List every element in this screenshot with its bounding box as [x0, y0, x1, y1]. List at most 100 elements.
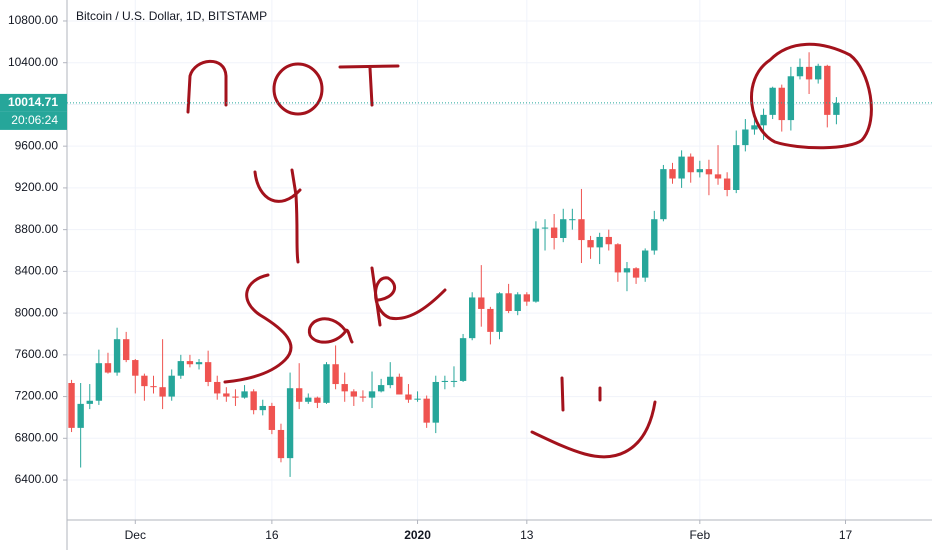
candle-body — [478, 297, 485, 309]
candle-body — [814, 65, 822, 80]
candle-body — [687, 156, 694, 173]
x-tick-label: 17 — [839, 528, 853, 542]
candle-body — [141, 375, 148, 387]
candle-body — [778, 87, 785, 121]
y-tick-label: 7200.00 — [15, 389, 59, 403]
current-price-box — [0, 93, 67, 112]
candle-body — [796, 66, 804, 77]
candle-body — [505, 293, 512, 312]
candles — [68, 52, 840, 477]
candle-body — [760, 114, 767, 126]
candle-body — [359, 396, 367, 398]
candle-body — [323, 364, 330, 403]
candle-body — [660, 169, 667, 220]
candle-body — [387, 376, 394, 386]
candle-body — [186, 361, 194, 365]
y-tick-label: 8800.00 — [15, 222, 59, 236]
candle-body — [195, 362, 203, 365]
candle-body — [295, 388, 303, 402]
current-price-label: 10014.71 — [8, 95, 58, 109]
candle-body — [714, 174, 722, 179]
candle-body — [487, 308, 494, 332]
candle-body — [305, 397, 312, 402]
candle-body — [678, 156, 685, 179]
candle-body — [86, 400, 93, 404]
candle-body — [368, 391, 376, 398]
candle-body — [587, 240, 594, 248]
candle-body — [113, 339, 121, 373]
x-tick-label: 13 — [520, 528, 534, 542]
candle-body — [523, 294, 531, 302]
x-tick-label: 16 — [265, 528, 279, 542]
candle-body — [223, 393, 230, 397]
candle-body — [578, 219, 585, 241]
candle-body — [742, 129, 749, 146]
candle-body — [350, 391, 358, 397]
candle-body — [787, 76, 795, 121]
y-tick-label: 6800.00 — [15, 430, 59, 444]
candle-body — [250, 391, 257, 411]
candle-body — [377, 385, 385, 392]
candle-body — [259, 405, 266, 411]
candle-body — [705, 169, 713, 175]
candle-body — [459, 338, 467, 381]
candle-body — [468, 297, 476, 339]
candle-body — [77, 403, 84, 428]
x-tick-label: Feb — [689, 528, 710, 542]
chart-title: Bitcoin / U.S. Dollar, 1D, BITSTAMP — [76, 9, 267, 23]
candle-body — [122, 339, 130, 361]
candle-body — [277, 429, 285, 459]
candle-body — [651, 219, 658, 251]
candle-body — [432, 381, 439, 423]
candle-body — [514, 294, 521, 312]
candle-body — [669, 169, 676, 179]
candle-body — [68, 383, 75, 428]
candle-body — [159, 387, 166, 397]
candle-body — [833, 102, 840, 115]
candle-body — [232, 396, 239, 398]
candle-body — [204, 362, 212, 382]
candle-body — [696, 169, 704, 173]
y-tick-label: 6400.00 — [15, 472, 59, 486]
candle-body — [214, 381, 221, 394]
x-tick-label: 2020 — [404, 528, 431, 542]
candle-body — [341, 384, 348, 392]
candle-body — [396, 376, 403, 395]
candle-body — [450, 380, 458, 382]
candle-body — [177, 361, 185, 376]
candle-body — [441, 380, 449, 382]
candle-body — [569, 219, 576, 221]
candle-body — [605, 236, 612, 245]
candle-body — [332, 364, 339, 385]
candle-body — [496, 293, 503, 332]
y-tick-label: 9200.00 — [15, 180, 59, 194]
candle-body — [268, 405, 276, 430]
candle-body — [241, 391, 248, 398]
candle-body — [769, 87, 776, 115]
candle-body — [132, 360, 139, 376]
countdown-box — [0, 111, 67, 130]
candle-body — [623, 268, 631, 273]
candle-body — [314, 397, 321, 403]
candle-body — [95, 363, 103, 401]
candle-body — [824, 65, 831, 115]
candle-body — [414, 398, 421, 400]
candle-body — [733, 145, 740, 190]
y-tick-label: 10400.00 — [8, 55, 58, 69]
grid — [67, 0, 932, 520]
candle-body — [104, 363, 112, 373]
y-tick-label: 8000.00 — [15, 305, 59, 319]
candle-body — [751, 125, 758, 130]
y-tick-label: 7600.00 — [15, 347, 59, 361]
annotation-drawing — [186, 42, 873, 459]
candle-body — [541, 227, 549, 229]
candle-body — [532, 228, 540, 302]
y-tick-label: 8400.00 — [15, 264, 59, 278]
candle-body — [723, 178, 731, 190]
candle-body — [150, 386, 157, 388]
candle-body — [614, 244, 622, 273]
candle-body — [632, 268, 640, 278]
candle-body — [550, 227, 558, 238]
candle-body — [168, 375, 175, 397]
